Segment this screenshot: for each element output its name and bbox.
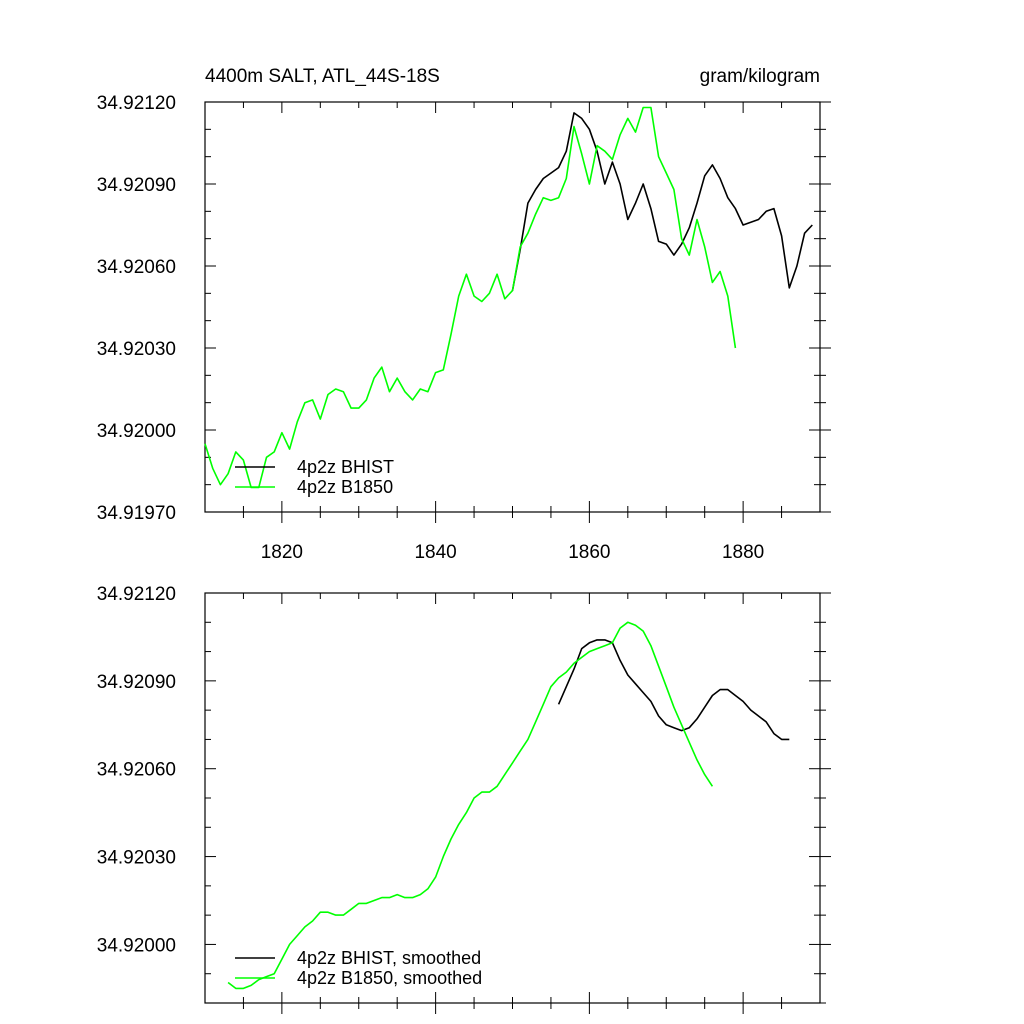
bottom-axis-ticks: 34.92000 34.92030 34.92060 34.92090 34.92120 xyxy=(97,584,831,1014)
top-series-line-1 xyxy=(511,112,813,291)
top-series-line-2 xyxy=(204,106,737,489)
top-x-tick-label: 1820 xyxy=(261,542,303,563)
top-panel-title: 4400m SALT, ATL_44S-18S xyxy=(205,66,440,87)
top-panel: 4400m SALT, ATL_44S-18S gram/kilogram 18… xyxy=(97,66,831,563)
bottom-y-tick-label: 34.92030 xyxy=(97,848,176,869)
bottom-y-tick-label: 34.92090 xyxy=(97,672,176,693)
top-y-tick-label: 34.91970 xyxy=(97,503,176,524)
top-plot-frame xyxy=(204,101,821,513)
bottom-plot-frame xyxy=(204,592,821,1004)
bottom-legend-label-2: 4p2z B1850, smoothed xyxy=(297,968,482,988)
top-x-tick-label: 1860 xyxy=(568,542,610,563)
bottom-y-tick-label: 34.92060 xyxy=(97,760,176,781)
top-y-tick-label: 34.92060 xyxy=(97,257,176,278)
top-legend-label-1: 4p2z BHIST xyxy=(297,457,394,477)
top-axis-ticks: 1820 1840 1860 1880 34.91970 34.92000 34.92030… xyxy=(97,93,831,563)
bottom-legend-label-1: 4p2z BHIST, smoothed xyxy=(297,948,481,968)
bottom-y-tick-label: 34.92000 xyxy=(97,935,176,956)
top-x-tick-label: 1880 xyxy=(722,542,764,563)
top-y-tick-label: 34.92030 xyxy=(97,339,176,360)
bottom-y-tick-label: 34.92120 xyxy=(97,584,176,605)
bottom-series-line-1 xyxy=(557,639,790,741)
top-legend-label-2: 4p2z B1850 xyxy=(297,477,393,497)
top-panel-units: gram/kilogram xyxy=(700,66,820,87)
bottom-panel: 34.92000 34.92030 34.92060 34.92090 34.92120… xyxy=(97,584,831,1014)
top-y-tick-label: 34.92120 xyxy=(97,93,176,114)
top-series xyxy=(204,106,813,489)
bottom-series xyxy=(227,621,790,990)
top-y-tick-label: 34.92000 xyxy=(97,421,176,442)
bottom-series-line-2 xyxy=(227,621,714,990)
top-y-tick-label: 34.92090 xyxy=(97,175,176,196)
top-x-tick-label: 1840 xyxy=(414,542,456,563)
